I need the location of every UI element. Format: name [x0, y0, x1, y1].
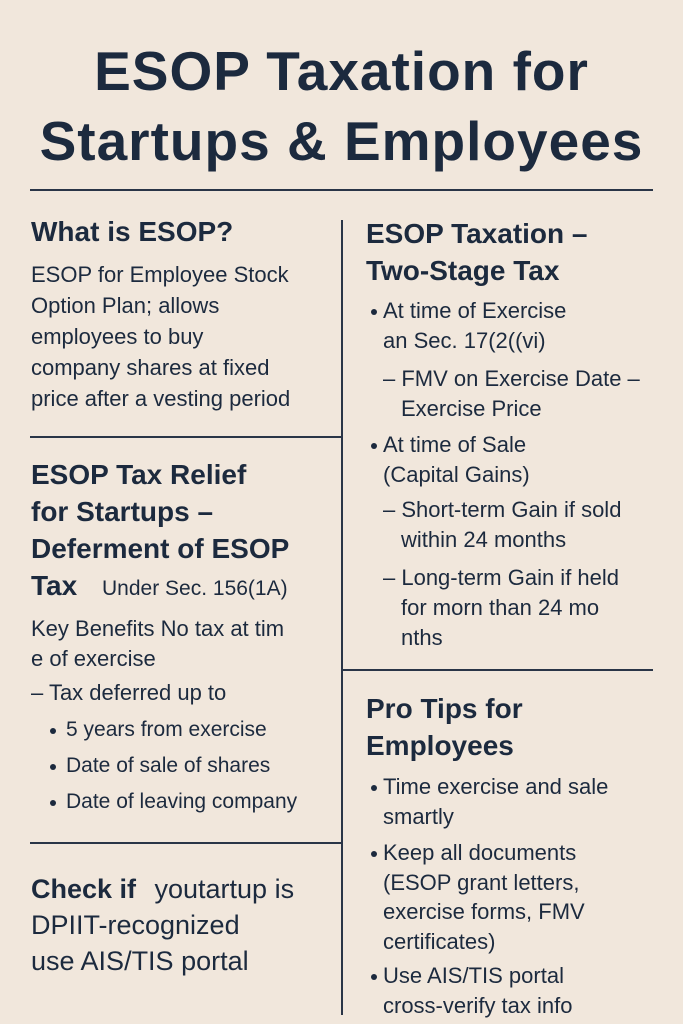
sub-item: Exercise Price	[401, 396, 542, 421]
sub-item: – Long-term Gain if held	[383, 565, 620, 590]
section-heading: Two-Stage Tax	[366, 255, 560, 286]
list-item: Date of sale of shares	[66, 754, 271, 777]
list-item: an Sec. 17(2((vi)	[383, 328, 546, 353]
check-text: use AIS/TIS portal	[31, 946, 249, 976]
list-item: Time exercise and sale	[383, 774, 609, 799]
list-item: At time of Sale	[383, 432, 527, 457]
body-text: ESOP for Employee Stock	[31, 262, 289, 287]
list-item: Keep all documents	[383, 840, 577, 865]
list-item: smartly	[383, 803, 454, 829]
list-item: cross-verify tax info	[383, 992, 573, 1018]
divider	[30, 842, 342, 844]
bullet	[50, 764, 56, 770]
section-heading: Pro Tips for	[366, 693, 523, 724]
body-text: price after a vesting period	[31, 386, 291, 411]
section-heading: Deferment of ESOP	[31, 533, 290, 564]
list-item: (Capital Gains)	[383, 462, 530, 487]
bullet	[50, 728, 56, 734]
title: Startups & Employees	[39, 110, 644, 172]
body-text: employees to buy	[31, 324, 204, 349]
check-text: youtartup is	[147, 874, 295, 904]
section-heading: Tax	[31, 570, 78, 601]
bullet	[371, 974, 377, 980]
sub-item: within 24 months	[401, 527, 567, 552]
body-text: Option Plan; allows	[31, 293, 220, 318]
body-text: company shares at fixed	[31, 355, 270, 380]
check-bold: Check if	[31, 874, 137, 904]
section-heading: for Startups –	[31, 496, 214, 527]
list-item: certificates)	[383, 928, 496, 954]
bullet	[371, 443, 377, 449]
title: ESOP Taxation for	[94, 40, 589, 102]
list-item: Date of leaving company	[66, 790, 298, 813]
list-item: (ESOP grant letters,	[383, 869, 580, 895]
body-text: e of exercise	[31, 646, 156, 671]
sub-item: nths	[401, 625, 443, 650]
body-text: Key Benefits No tax at tim	[31, 616, 285, 641]
check-text: DPIIT-recognized	[31, 910, 240, 940]
bullet	[50, 800, 56, 806]
list-item: exercise forms, FMV	[383, 899, 585, 924]
section-heading: Employees	[366, 730, 514, 761]
sub-item: – FMV on Exercise Date –	[383, 366, 640, 391]
body-text: – Tax deferred up to	[31, 680, 227, 705]
list-item: Use AIS/TIS portal	[383, 963, 564, 988]
sub-item: – Short-term Gain if sold	[383, 497, 622, 522]
list-item: 5 years from exercise	[66, 718, 267, 741]
divider	[30, 436, 342, 438]
section-heading: ESOP Tax Relief	[31, 459, 247, 490]
bullet	[371, 785, 377, 791]
bullet	[371, 309, 377, 315]
divider	[341, 220, 343, 1015]
section-heading: What is ESOP?	[31, 216, 234, 247]
divider	[30, 189, 653, 191]
note: Under Sec. 156(1A)	[102, 577, 288, 600]
bullet	[371, 851, 377, 857]
section-heading: ESOP Taxation –	[366, 218, 588, 249]
divider	[342, 669, 653, 671]
list-item: At time of Exercise	[383, 298, 567, 323]
sub-item: for morn than 24 mo	[401, 595, 600, 620]
